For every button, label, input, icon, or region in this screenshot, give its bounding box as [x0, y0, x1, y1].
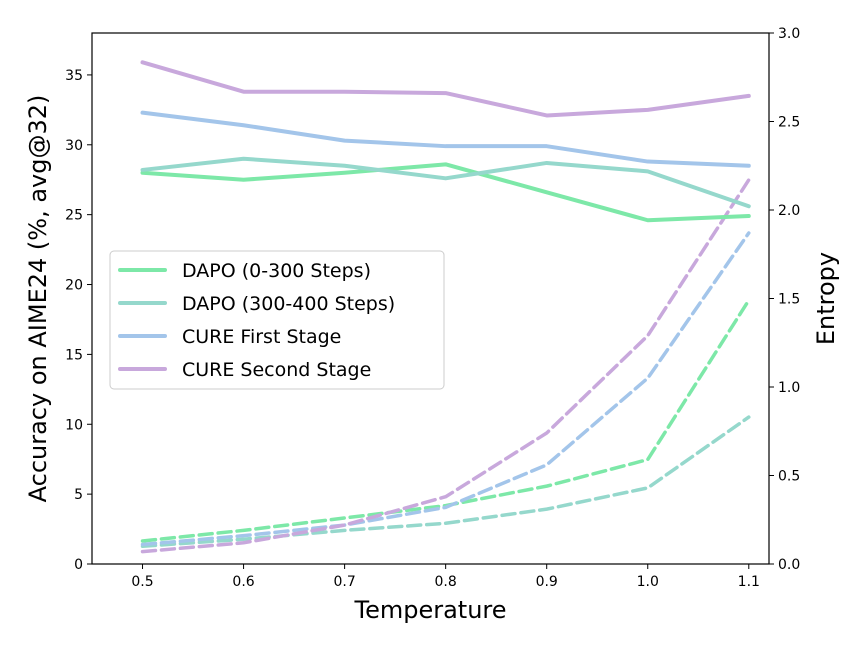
left-y-tick-label: 10	[65, 417, 83, 433]
x-axis-label: Temperature	[353, 596, 506, 624]
plot-lines	[140, 60, 751, 554]
left-y-axis: 0 5 10 15 20 25 30 35	[65, 68, 92, 573]
left-y-tick-label: 25	[65, 208, 83, 224]
left-y-tick-label: 15	[65, 347, 83, 363]
accuracy-line-cure-second-stage	[140, 60, 751, 118]
left-y-tick-label: 30	[65, 138, 83, 154]
legend-label: DAPO (300-400 Steps)	[182, 293, 395, 315]
accuracy-line-cure-first-stage	[140, 110, 751, 168]
x-tick-label: 0.5	[131, 574, 153, 590]
right-y-axis-label: Entropy	[812, 252, 840, 345]
right-y-tick-label: 2.5	[778, 115, 800, 131]
legend-label: CURE First Stage	[182, 326, 341, 348]
left-y-tick-label: 0	[74, 557, 83, 573]
entropy-line-cure-first-stage	[140, 231, 751, 547]
legend-label: DAPO (0-300 Steps)	[182, 260, 371, 282]
right-y-tick-label: 1.0	[778, 380, 800, 396]
right-y-axis: 0.0 0.5 1.0 1.5 2.0 2.5 3.0	[769, 26, 800, 573]
right-y-tick-label: 0.5	[778, 469, 800, 485]
entropy-line-dapo-300-400-steps	[140, 415, 751, 549]
accuracy-line-dapo-300-400-steps	[140, 156, 751, 209]
x-tick-label: 1.1	[738, 574, 760, 590]
x-axis: 0.5 0.6 0.7 0.8 0.9 1.0 1.1	[131, 564, 760, 590]
x-tick-label: 0.7	[333, 574, 355, 590]
right-y-tick-label: 0.0	[778, 557, 800, 573]
left-y-tick-label: 5	[74, 487, 83, 503]
left-y-axis-label: Accuracy on AIME24 (%, avg@32)	[24, 95, 52, 503]
left-y-tick-label: 20	[65, 278, 83, 294]
right-y-tick-label: 2.0	[778, 203, 800, 219]
entropy-line-cure-second-stage	[140, 178, 751, 554]
legend: DAPO (0-300 Steps) DAPO (300-400 Steps) CU…	[109, 250, 445, 390]
x-tick-label: 0.6	[232, 574, 254, 590]
x-tick-label: 0.8	[435, 574, 457, 590]
right-y-tick-label: 3.0	[778, 26, 800, 42]
left-y-tick-label: 35	[65, 68, 83, 84]
legend-box	[109, 250, 445, 390]
x-tick-label: 0.9	[536, 574, 558, 590]
legend-label: CURE Second Stage	[182, 359, 371, 381]
x-tick-label: 1.0	[637, 574, 659, 590]
accuracy-line-dapo-0-300-steps	[140, 162, 751, 223]
right-y-tick-label: 1.5	[778, 292, 800, 308]
